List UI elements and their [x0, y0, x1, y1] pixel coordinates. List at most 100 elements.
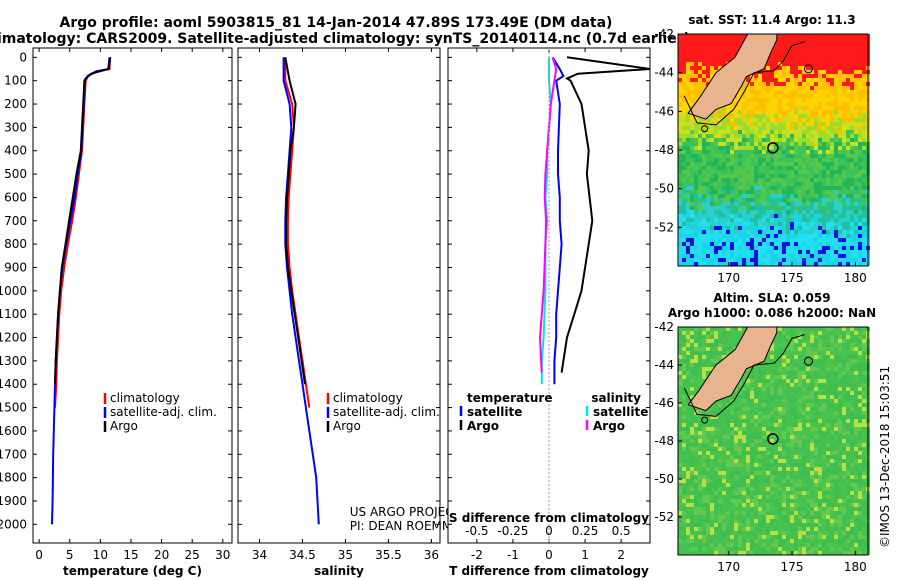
map-cell: [770, 226, 774, 230]
legend-entry: satellite: [593, 405, 648, 419]
map-cell: [710, 331, 714, 335]
map-cell: [686, 351, 690, 355]
map-cell: [830, 122, 834, 126]
map-cell: [794, 371, 798, 375]
map-cell: [790, 479, 794, 483]
map-cell: [774, 367, 778, 371]
map-cell: [842, 411, 846, 415]
map-cell: [710, 250, 714, 254]
map-cell: [706, 138, 710, 142]
map-cell: [734, 335, 738, 339]
map-cell: [838, 242, 842, 246]
map-cell: [774, 226, 778, 230]
map-cell: [694, 355, 698, 359]
map-cell: [754, 218, 758, 222]
map-cell: [778, 415, 782, 419]
map-cell: [818, 246, 822, 250]
map-cell: [842, 74, 846, 78]
map-cell: [826, 427, 830, 431]
map-cell: [754, 379, 758, 383]
map-cell: [826, 50, 830, 54]
map-cell: [718, 110, 722, 114]
map-cell: [846, 90, 850, 94]
map-cell: [754, 254, 758, 258]
map-cell: [834, 198, 838, 202]
x-tick-label: 34: [252, 548, 267, 562]
map-cell: [794, 471, 798, 475]
map-cell: [842, 98, 846, 102]
map-cell: [826, 114, 830, 118]
map-cell: [754, 262, 758, 266]
map-cell: [822, 166, 826, 170]
map-cell: [714, 194, 718, 198]
map-cell: [742, 82, 746, 86]
map-cell: [858, 174, 862, 178]
map-cell: [814, 170, 818, 174]
map-cell: [814, 439, 818, 443]
map-cell: [694, 150, 698, 154]
map-cell: [718, 471, 722, 475]
map-cell: [838, 439, 842, 443]
map-cell: [790, 327, 794, 331]
map-cell: [774, 146, 778, 150]
map-cell: [726, 335, 730, 339]
map-cell: [718, 447, 722, 451]
map-cell: [690, 42, 694, 46]
map-cell: [850, 214, 854, 218]
map-cell: [830, 190, 834, 194]
map-cell: [734, 343, 738, 347]
map-cell: [786, 110, 790, 114]
map-cell: [706, 359, 710, 363]
map-cell: [838, 335, 842, 339]
map-cell: [778, 178, 782, 182]
map-cell: [858, 114, 862, 118]
map-cell: [734, 190, 738, 194]
map-cell: [682, 138, 686, 142]
map-cell: [738, 210, 742, 214]
map-cell: [698, 363, 702, 367]
map-cell: [702, 170, 706, 174]
map-cell: [790, 230, 794, 234]
map-cell: [786, 471, 790, 475]
map-cell: [810, 367, 814, 371]
map-cell: [830, 174, 834, 178]
map-cell: [830, 118, 834, 122]
map-cell: [754, 431, 758, 435]
map-cell: [826, 106, 830, 110]
map-cell: [690, 66, 694, 70]
map-cell: [814, 254, 818, 258]
map-cell: [766, 262, 770, 266]
map-cell: [678, 78, 682, 82]
map-cell: [854, 146, 858, 150]
map-cell: [706, 154, 710, 158]
map-cell: [786, 427, 790, 431]
map-cell: [682, 327, 686, 331]
map-cell: [858, 66, 862, 70]
map-cell: [726, 118, 730, 122]
map-cell: [798, 391, 802, 395]
y-tick-label: 1000: [0, 284, 27, 298]
map-cell: [738, 483, 742, 487]
map-cell: [750, 174, 754, 178]
map-cell: [786, 363, 790, 367]
map-cell: [734, 118, 738, 122]
map-cell: [722, 471, 726, 475]
map-cell: [758, 383, 762, 387]
map-cell: [702, 206, 706, 210]
map-cell: [790, 158, 794, 162]
map-cell: [694, 459, 698, 463]
map-cell: [778, 98, 782, 102]
map-cell: [818, 399, 822, 403]
map-cell: [838, 190, 842, 194]
map-cell: [834, 142, 838, 146]
map-cell: [722, 250, 726, 254]
map-cell: [742, 202, 746, 206]
map-cell: [694, 359, 698, 363]
map-cell: [830, 102, 834, 106]
map-cell: [838, 214, 842, 218]
map-cell: [838, 206, 842, 210]
map-cell: [802, 355, 806, 359]
map-cell: [826, 166, 830, 170]
map-cell: [718, 202, 722, 206]
map-cell: [698, 427, 702, 431]
